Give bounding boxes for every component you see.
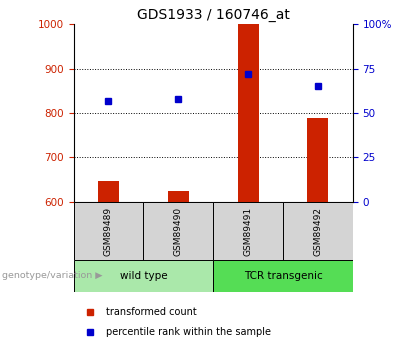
Text: genotype/variation ▶: genotype/variation ▶ (2, 272, 102, 280)
Bar (213, 260, 353, 292)
Bar (168, 191, 189, 202)
Text: GSM89490: GSM89490 (174, 207, 183, 256)
Text: GSM89492: GSM89492 (313, 207, 323, 256)
Bar (307, 118, 328, 202)
Bar (74, 260, 213, 292)
Title: GDS1933 / 160746_at: GDS1933 / 160746_at (137, 8, 289, 22)
Bar (238, 24, 259, 202)
Text: wild type: wild type (120, 271, 167, 281)
Text: transformed count: transformed count (106, 307, 197, 317)
Bar (213, 202, 283, 260)
Text: percentile rank within the sample: percentile rank within the sample (106, 327, 271, 337)
Text: TCR transgenic: TCR transgenic (244, 271, 323, 281)
Bar (98, 180, 119, 202)
Bar (74, 202, 143, 260)
Bar (143, 202, 213, 260)
Text: GSM89491: GSM89491 (244, 207, 252, 256)
Text: GSM89489: GSM89489 (104, 207, 113, 256)
Bar (283, 202, 353, 260)
